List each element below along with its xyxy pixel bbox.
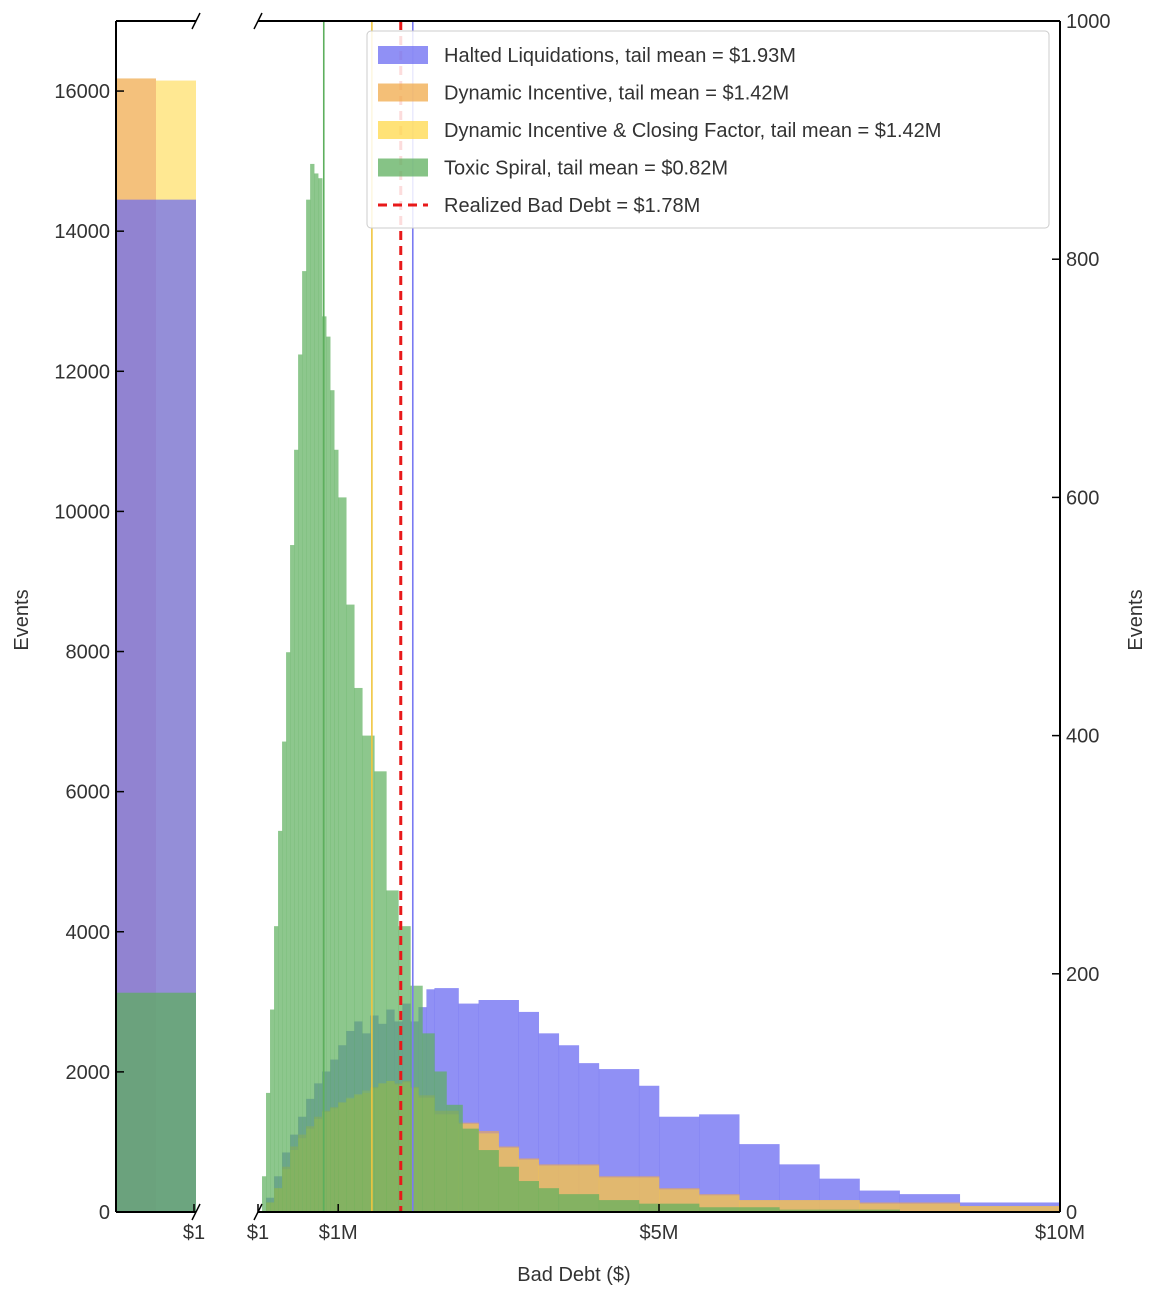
bar-toxic-spiral-30 bbox=[462, 1128, 479, 1212]
right-y-tick-label-600: 600 bbox=[1066, 487, 1099, 509]
left-y-tick-label-6000: 6000 bbox=[66, 782, 111, 804]
left-y-tick-label-4000: 4000 bbox=[66, 922, 111, 944]
bar-toxic-spiral-23 bbox=[374, 771, 387, 1212]
left-y-tick-label-10000: 10000 bbox=[54, 501, 110, 523]
bar-toxic-spiral-22 bbox=[362, 735, 375, 1212]
bar-toxic-spiral-18 bbox=[334, 449, 339, 1212]
legend-halted-liquidations-tail-mean-1-93m-swatch bbox=[378, 46, 428, 64]
left-bar-toxic-spiral bbox=[116, 992, 196, 1212]
bar-toxic-spiral-29 bbox=[446, 1104, 463, 1212]
bar-dynamic-incentive-closing-factor-30 bbox=[859, 1203, 961, 1212]
main-x-tick-label-0: $1 bbox=[247, 1222, 269, 1244]
bar-toxic-spiral-20 bbox=[346, 604, 355, 1212]
bar-toxic-spiral-16 bbox=[326, 336, 331, 1212]
right-y-tick-label-200: 200 bbox=[1066, 964, 1099, 986]
right-y-tick-label-800: 800 bbox=[1066, 249, 1099, 271]
bar-toxic-spiral-37 bbox=[638, 1203, 700, 1212]
main-x-tick-label-1: $1M bbox=[319, 1222, 358, 1244]
legend-realized-bad-debt-1-78m-label: Realized Bad Debt = $1.78M bbox=[444, 195, 700, 217]
left-x-tick-label: $1 bbox=[183, 1222, 205, 1244]
left-y-tick-label-12000: 12000 bbox=[54, 361, 110, 383]
bar-toxic-spiral-9 bbox=[298, 354, 303, 1213]
x-axis-label: Bad Debt ($) bbox=[517, 1264, 630, 1286]
legend-dynamic-incentive-tail-mean-1-42m-swatch bbox=[378, 83, 428, 102]
axis-break-mark-2 bbox=[191, 1203, 201, 1221]
legend-halted-liquidations-tail-mean-1-93m-label: Halted Liquidations, tail mean = $1.93M bbox=[444, 45, 796, 67]
bar-toxic-spiral-21 bbox=[354, 687, 363, 1212]
bar-toxic-spiral-19 bbox=[338, 497, 347, 1212]
bar-toxic-spiral-33 bbox=[518, 1181, 539, 1212]
bar-toxic-spiral-1 bbox=[266, 1092, 271, 1212]
left-y-axis-label: Events bbox=[11, 589, 33, 650]
legend-dynamic-incentive-closing-factor-tail-mean-1-42m-swatch bbox=[378, 121, 428, 139]
bar-toxic-spiral-17 bbox=[330, 390, 335, 1213]
bar-toxic-spiral-38 bbox=[699, 1207, 780, 1212]
axis-break-mark-0 bbox=[191, 12, 201, 30]
left-panel-bars bbox=[116, 78, 196, 1212]
bar-toxic-spiral-13 bbox=[314, 173, 319, 1212]
bar-toxic-spiral-32 bbox=[498, 1166, 519, 1212]
bar-toxic-spiral-2 bbox=[270, 1009, 275, 1212]
bar-toxic-spiral-8 bbox=[294, 449, 299, 1212]
legend-toxic-spiral-tail-mean-0-82m-swatch bbox=[378, 158, 428, 177]
bar-toxic-spiral-36 bbox=[598, 1200, 640, 1212]
bar-dynamic-incentive-30 bbox=[859, 1202, 961, 1212]
main-x-tick-label-3: $10M bbox=[1035, 1222, 1085, 1244]
left-y-tick-label-16000: 16000 bbox=[54, 81, 110, 103]
bar-toxic-spiral-31 bbox=[478, 1150, 499, 1212]
bar-toxic-spiral-0 bbox=[262, 1176, 267, 1212]
right-y-axis-label: Events bbox=[1125, 589, 1147, 650]
bar-dynamic-incentive-29 bbox=[739, 1200, 860, 1212]
legend-toxic-spiral-tail-mean-0-82m-label: Toxic Spiral, tail mean = $0.82M bbox=[444, 158, 728, 180]
bar-toxic-spiral-35 bbox=[558, 1194, 600, 1212]
right-y-tick-label-0: 0 bbox=[1066, 1202, 1077, 1224]
bar-toxic-spiral-7 bbox=[290, 545, 295, 1212]
right-y-tick-label-400: 400 bbox=[1066, 726, 1099, 748]
bar-toxic-spiral-5 bbox=[282, 741, 287, 1212]
bar-toxic-spiral-24 bbox=[386, 890, 399, 1212]
legend-dynamic-incentive-tail-mean-1-42m-label: Dynamic Incentive, tail mean = $1.42M bbox=[444, 83, 789, 105]
left-y-tick-label-0: 0 bbox=[99, 1202, 110, 1224]
tick-labels: 0 2000 4000 6000 8000 10000 12000 14000 16000 0 20… bbox=[54, 11, 1110, 1244]
bar-toxic-spiral-39 bbox=[779, 1209, 900, 1212]
legend-box bbox=[366, 30, 1050, 229]
legend: Halted Liquidations, tail mean = $1.93M D… bbox=[366, 30, 1050, 229]
bar-toxic-spiral-28 bbox=[434, 1071, 447, 1212]
bar-toxic-spiral-4 bbox=[278, 830, 283, 1212]
main-panel-bars bbox=[262, 163, 1061, 1213]
bar-toxic-spiral-14 bbox=[318, 178, 323, 1212]
legend-dynamic-incentive-closing-factor-tail-mean-1-42m-label: Dynamic Incentive & Closing Factor, tail… bbox=[444, 120, 941, 142]
bar-dynamic-incentive-31 bbox=[959, 1206, 1061, 1212]
left-y-tick-label-8000: 8000 bbox=[66, 642, 111, 664]
bar-toxic-spiral-6 bbox=[286, 652, 291, 1212]
bar-toxic-spiral-27 bbox=[422, 1033, 435, 1212]
left-y-tick-label-2000: 2000 bbox=[66, 1062, 111, 1084]
bar-toxic-spiral-12 bbox=[310, 163, 315, 1212]
main-x-tick-label-2: $5M bbox=[640, 1222, 679, 1244]
bar-dynamic-incentive-closing-factor-29 bbox=[739, 1200, 860, 1212]
left-y-tick-label-14000: 14000 bbox=[54, 221, 110, 243]
bar-toxic-spiral-34 bbox=[538, 1188, 560, 1212]
bar-toxic-spiral-11 bbox=[306, 199, 311, 1212]
bar-dynamic-incentive-closing-factor-31 bbox=[959, 1206, 1061, 1212]
right-y-tick-label-1000: 1000 bbox=[1066, 11, 1111, 33]
bar-toxic-spiral-10 bbox=[302, 271, 307, 1212]
bar-toxic-spiral-3 bbox=[274, 926, 279, 1212]
axis-break-mark-1 bbox=[253, 12, 263, 30]
